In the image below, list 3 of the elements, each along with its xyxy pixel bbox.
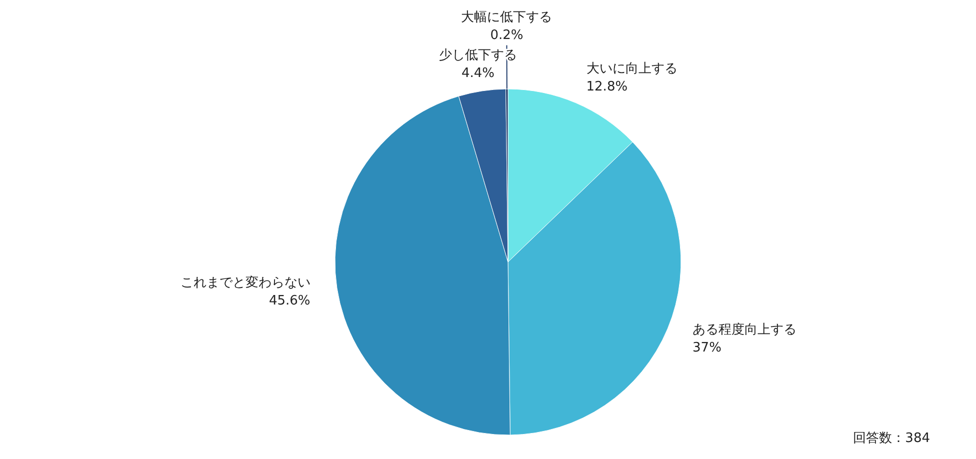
slice-label: 大幅に低下する — [461, 10, 552, 25]
data-label: 0.2% — [490, 28, 524, 43]
text: 回答数：384 — [853, 431, 930, 446]
